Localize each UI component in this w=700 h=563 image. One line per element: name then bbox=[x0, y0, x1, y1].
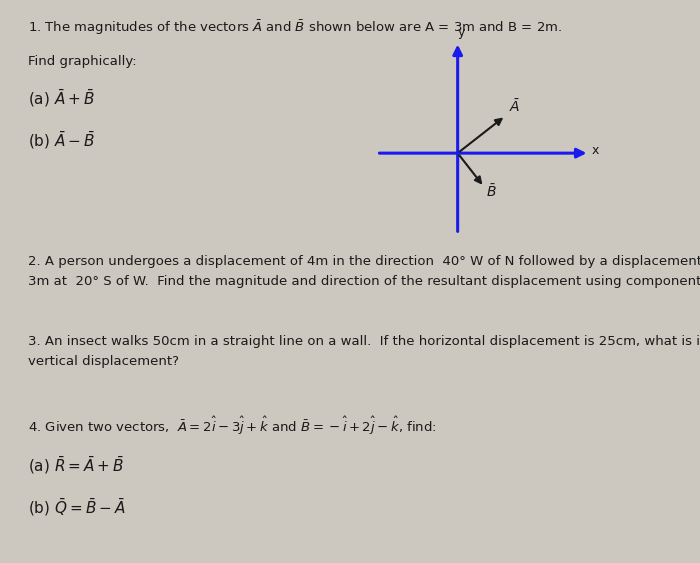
Text: $\bar{B}$: $\bar{B}$ bbox=[486, 184, 497, 200]
Text: (a) $\bar{A}+\bar{B}$: (a) $\bar{A}+\bar{B}$ bbox=[28, 88, 94, 109]
Text: $\bar{A}$: $\bar{A}$ bbox=[509, 98, 520, 115]
Text: (b) $\bar{A}-\bar{B}$: (b) $\bar{A}-\bar{B}$ bbox=[28, 130, 95, 151]
Text: Find graphically:: Find graphically: bbox=[28, 55, 136, 68]
Text: x: x bbox=[592, 144, 599, 157]
Text: vertical displacement?: vertical displacement? bbox=[28, 355, 179, 368]
Text: y: y bbox=[458, 26, 465, 39]
Text: (a) $\bar{R} = \bar{A} + \bar{B}$: (a) $\bar{R} = \bar{A} + \bar{B}$ bbox=[28, 455, 124, 476]
Text: 2. A person undergoes a displacement of 4m in the direction  40° W of N followed: 2. A person undergoes a displacement of … bbox=[28, 255, 700, 268]
Text: 3m at  20° S of W.  Find the magnitude and direction of the resultant displaceme: 3m at 20° S of W. Find the magnitude and… bbox=[28, 275, 700, 288]
Text: 4. Given two vectors,  $\bar{A} = 2\hat{i} - 3\hat{j} + \hat{k}$ and $\bar{B} = : 4. Given two vectors, $\bar{A} = 2\hat{i… bbox=[28, 415, 437, 437]
Text: 3. An insect walks 50cm in a straight line on a wall.  If the horizontal displac: 3. An insect walks 50cm in a straight li… bbox=[28, 335, 700, 348]
Text: (b) $\bar{Q} = \bar{B} - \bar{A}$: (b) $\bar{Q} = \bar{B} - \bar{A}$ bbox=[28, 497, 126, 518]
Text: 1. The magnitudes of the vectors $\bar{A}$ and $\bar{B}$ shown below are A = 3m : 1. The magnitudes of the vectors $\bar{A… bbox=[28, 18, 562, 37]
